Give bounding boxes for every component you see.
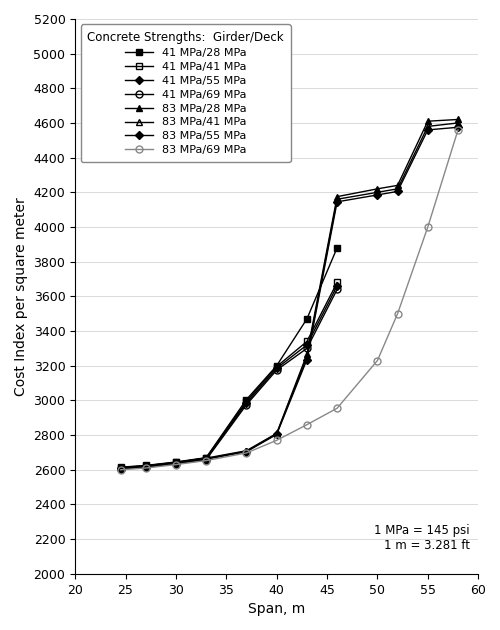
41 MPa/41 MPa <box>173 459 179 466</box>
83 MPa/55 MPa <box>304 356 310 364</box>
83 MPa/28 MPa <box>244 447 250 454</box>
83 MPa/55 MPa <box>173 459 179 467</box>
83 MPa/41 MPa <box>173 459 179 467</box>
83 MPa/69 MPa <box>118 466 124 474</box>
83 MPa/41 MPa <box>274 430 280 438</box>
Line: 83 MPa/41 MPa: 83 MPa/41 MPa <box>117 120 462 471</box>
83 MPa/69 MPa <box>142 464 148 472</box>
83 MPa/69 MPa <box>244 449 250 457</box>
41 MPa/28 MPa <box>173 458 179 466</box>
83 MPa/55 MPa <box>455 123 461 131</box>
Line: 83 MPa/55 MPa: 83 MPa/55 MPa <box>118 125 461 471</box>
41 MPa/41 MPa <box>334 278 340 286</box>
83 MPa/55 MPa <box>203 455 209 463</box>
41 MPa/41 MPa <box>203 454 209 462</box>
83 MPa/41 MPa <box>244 447 250 455</box>
83 MPa/55 MPa <box>374 191 380 198</box>
41 MPa/28 MPa <box>244 396 250 403</box>
41 MPa/55 MPa <box>118 464 124 472</box>
83 MPa/41 MPa <box>425 123 431 130</box>
83 MPa/69 MPa <box>173 461 179 468</box>
83 MPa/41 MPa <box>304 353 310 361</box>
83 MPa/41 MPa <box>334 195 340 203</box>
Line: 41 MPa/69 MPa: 41 MPa/69 MPa <box>117 286 340 472</box>
83 MPa/28 MPa <box>118 464 124 471</box>
Text: 1 MPa = 145 psi
1 m = 3.281 ft: 1 MPa = 145 psi 1 m = 3.281 ft <box>374 524 470 552</box>
41 MPa/55 MPa <box>203 455 209 462</box>
83 MPa/69 MPa <box>334 404 340 412</box>
83 MPa/28 MPa <box>173 459 179 466</box>
83 MPa/69 MPa <box>374 357 380 364</box>
41 MPa/69 MPa <box>118 465 124 472</box>
83 MPa/41 MPa <box>142 462 148 470</box>
83 MPa/55 MPa <box>142 463 148 471</box>
83 MPa/69 MPa <box>203 457 209 464</box>
Line: 41 MPa/55 MPa: 41 MPa/55 MPa <box>118 283 340 471</box>
41 MPa/28 MPa <box>203 454 209 461</box>
83 MPa/69 MPa <box>394 310 400 318</box>
83 MPa/28 MPa <box>374 185 380 193</box>
41 MPa/69 MPa <box>304 345 310 352</box>
83 MPa/28 MPa <box>274 430 280 437</box>
Line: 83 MPa/28 MPa: 83 MPa/28 MPa <box>117 116 462 471</box>
83 MPa/55 MPa <box>394 188 400 195</box>
83 MPa/55 MPa <box>118 465 124 472</box>
83 MPa/69 MPa <box>425 223 431 231</box>
83 MPa/55 MPa <box>274 431 280 438</box>
Line: 41 MPa/28 MPa: 41 MPa/28 MPa <box>117 244 340 471</box>
83 MPa/28 MPa <box>304 351 310 358</box>
Line: 83 MPa/69 MPa: 83 MPa/69 MPa <box>117 127 462 473</box>
41 MPa/69 MPa <box>173 460 179 467</box>
83 MPa/41 MPa <box>455 119 461 127</box>
Line: 41 MPa/41 MPa: 41 MPa/41 MPa <box>117 279 340 471</box>
41 MPa/69 MPa <box>203 456 209 464</box>
83 MPa/69 MPa <box>274 437 280 444</box>
41 MPa/41 MPa <box>274 363 280 370</box>
X-axis label: Span, m: Span, m <box>248 602 306 616</box>
41 MPa/69 MPa <box>142 464 148 471</box>
83 MPa/28 MPa <box>203 454 209 462</box>
41 MPa/69 MPa <box>244 401 250 408</box>
41 MPa/41 MPa <box>142 462 148 470</box>
41 MPa/55 MPa <box>334 282 340 290</box>
83 MPa/28 MPa <box>142 462 148 469</box>
41 MPa/28 MPa <box>142 462 148 469</box>
41 MPa/28 MPa <box>118 464 124 471</box>
83 MPa/41 MPa <box>394 185 400 193</box>
83 MPa/41 MPa <box>374 188 380 196</box>
41 MPa/28 MPa <box>304 315 310 323</box>
Legend: 41 MPa/28 MPa, 41 MPa/41 MPa, 41 MPa/55 MPa, 41 MPa/69 MPa, 83 MPa/28 MPa, 83 MP: 41 MPa/28 MPa, 41 MPa/41 MPa, 41 MPa/55 … <box>80 25 290 162</box>
41 MPa/55 MPa <box>173 459 179 467</box>
41 MPa/55 MPa <box>304 341 310 348</box>
83 MPa/41 MPa <box>203 455 209 462</box>
83 MPa/69 MPa <box>455 126 461 134</box>
83 MPa/28 MPa <box>334 193 340 200</box>
Y-axis label: Cost Index per square meter: Cost Index per square meter <box>14 197 28 396</box>
83 MPa/28 MPa <box>394 181 400 189</box>
83 MPa/55 MPa <box>425 126 431 134</box>
41 MPa/41 MPa <box>244 398 250 405</box>
41 MPa/41 MPa <box>304 338 310 345</box>
83 MPa/28 MPa <box>425 117 431 125</box>
41 MPa/28 MPa <box>334 244 340 251</box>
83 MPa/41 MPa <box>118 464 124 472</box>
41 MPa/55 MPa <box>274 365 280 372</box>
83 MPa/69 MPa <box>304 421 310 428</box>
41 MPa/55 MPa <box>142 463 148 471</box>
83 MPa/55 MPa <box>334 198 340 205</box>
41 MPa/69 MPa <box>274 366 280 374</box>
83 MPa/55 MPa <box>244 448 250 455</box>
83 MPa/28 MPa <box>455 116 461 123</box>
41 MPa/28 MPa <box>274 362 280 370</box>
41 MPa/55 MPa <box>244 399 250 407</box>
41 MPa/69 MPa <box>334 285 340 293</box>
41 MPa/41 MPa <box>118 464 124 471</box>
